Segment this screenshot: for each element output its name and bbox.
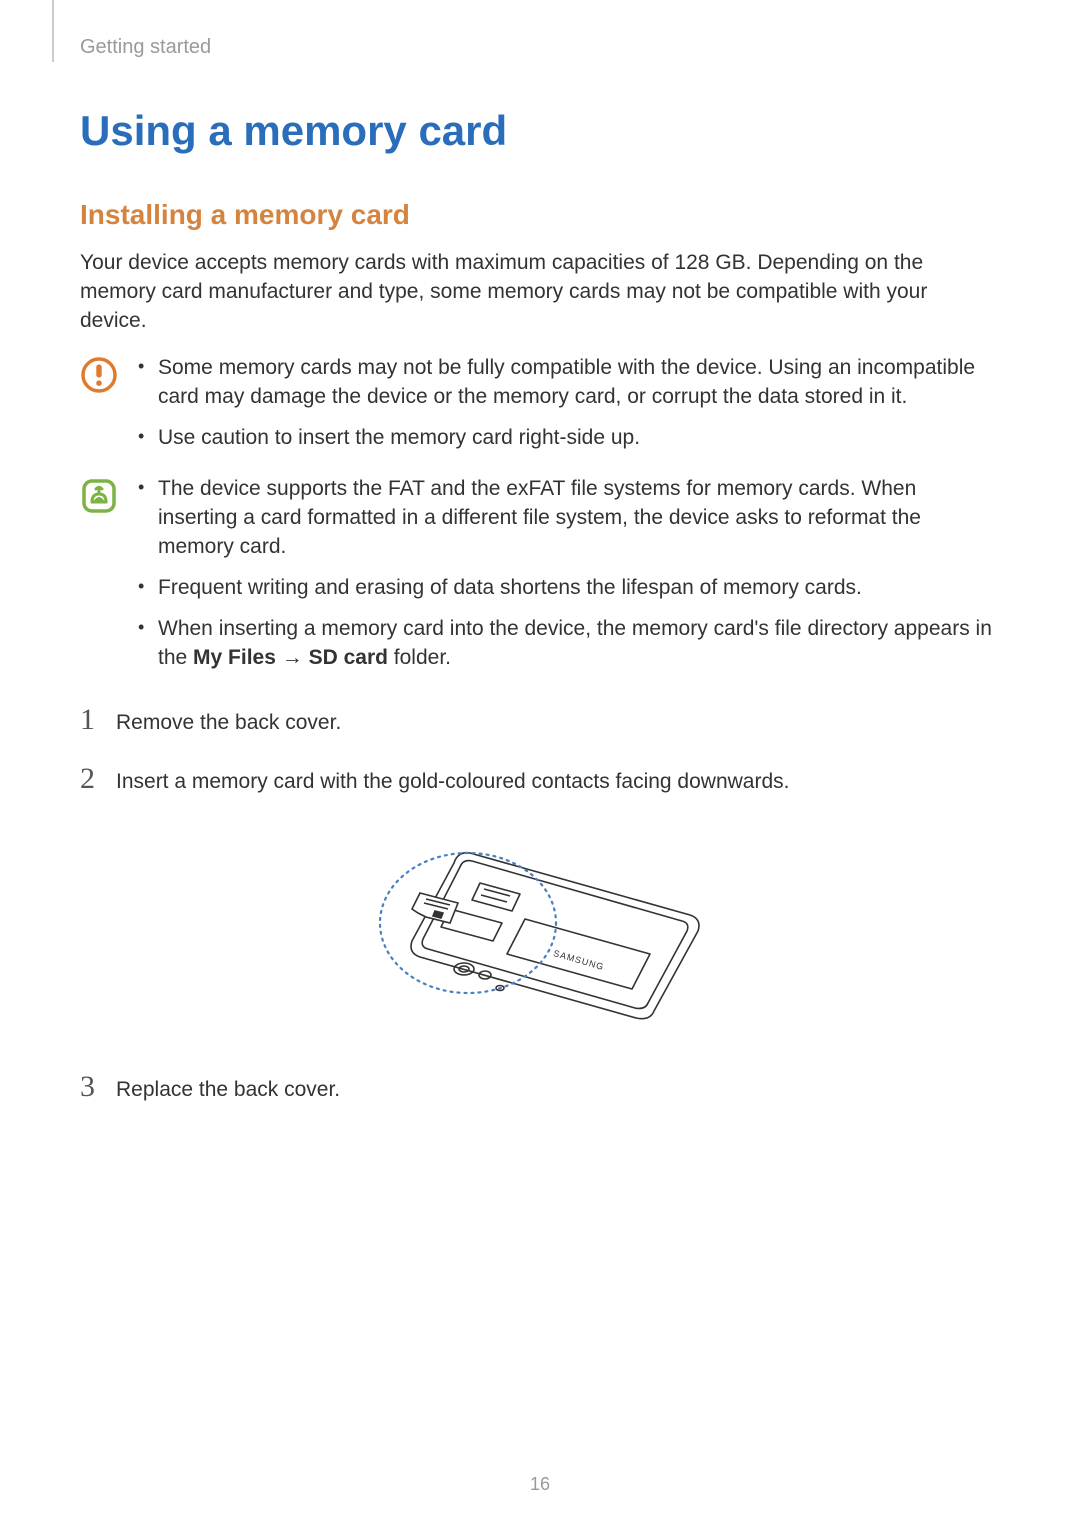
step-text: Remove the back cover. bbox=[116, 705, 341, 738]
step-2: 2 Insert a memory card with the gold-col… bbox=[80, 764, 1000, 797]
note-item: The device supports the FAT and the exFA… bbox=[136, 475, 992, 562]
caution-icon bbox=[80, 356, 118, 394]
note-item: When inserting a memory card into the de… bbox=[136, 615, 992, 673]
steps-list: 1 Remove the back cover. 2 Insert a memo… bbox=[80, 705, 1000, 1105]
note-icon bbox=[80, 477, 118, 515]
step-text: Replace the back cover. bbox=[116, 1072, 340, 1105]
step-number: 3 bbox=[80, 1072, 116, 1102]
step-number: 2 bbox=[80, 764, 116, 794]
intro-paragraph: Your device accepts memory cards with ma… bbox=[80, 249, 992, 336]
step-3: 3 Replace the back cover. bbox=[80, 1072, 1000, 1105]
caution-callout: Some memory cards may not be fully compa… bbox=[80, 354, 992, 465]
note-item: Frequent writing and erasing of data sho… bbox=[136, 574, 992, 603]
caution-item: Some memory cards may not be fully compa… bbox=[136, 354, 992, 412]
breadcrumb: Getting started bbox=[80, 36, 1000, 59]
memory-card-illustration: SAMSUNG bbox=[80, 823, 1000, 1038]
step-1: 1 Remove the back cover. bbox=[80, 705, 1000, 738]
note-callout: The device supports the FAT and the exFA… bbox=[80, 475, 992, 685]
section-subtitle: Installing a memory card bbox=[80, 199, 1000, 231]
step-number: 1 bbox=[80, 705, 116, 735]
page-title: Using a memory card bbox=[80, 107, 1000, 155]
page-number: 16 bbox=[0, 1474, 1080, 1495]
header-vertical-rule bbox=[52, 0, 54, 62]
caution-item: Use caution to insert the memory card ri… bbox=[136, 424, 992, 453]
step-text: Insert a memory card with the gold-colou… bbox=[116, 764, 790, 797]
